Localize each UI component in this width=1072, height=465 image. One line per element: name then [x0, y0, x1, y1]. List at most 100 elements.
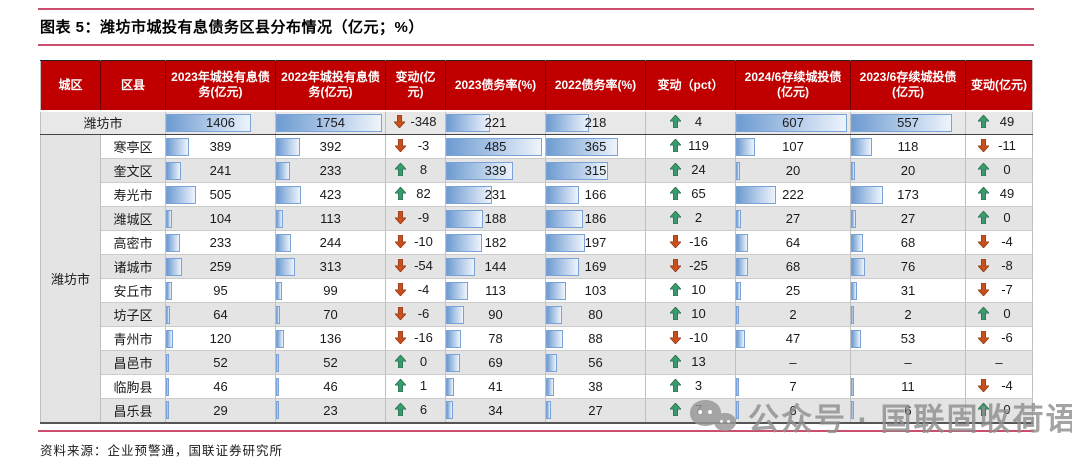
data-bar — [851, 209, 856, 228]
data-bar — [166, 137, 190, 156]
data-bar — [276, 401, 279, 420]
change-cell: 0 — [965, 302, 1033, 327]
district-name-cell: 高密市 — [100, 230, 166, 255]
arrow-up-icon — [669, 163, 681, 176]
data-bar — [736, 401, 739, 420]
district-name-cell: 坊子区 — [100, 302, 166, 327]
value-cell: 6 — [850, 398, 966, 423]
cell-value: 20 — [785, 163, 801, 178]
value-cell: 218 — [545, 110, 646, 135]
cell-value: 2 — [789, 307, 797, 322]
arrow-down-icon — [394, 331, 406, 344]
change-value: -4 — [417, 282, 430, 297]
value-cell: 76 — [850, 254, 966, 279]
value-cell: 186 — [545, 206, 646, 231]
data-bar — [736, 209, 741, 228]
data-bar — [546, 353, 558, 372]
total-row-label: 潍坊市 — [40, 110, 166, 135]
arrow-up-icon — [669, 211, 681, 224]
change-cell: 0 — [385, 350, 446, 375]
change-cell: 82 — [385, 182, 446, 207]
district-row: 诸城市 259 313 -54 144 169 -25 68 76 -8 — [41, 254, 1033, 279]
value-cell: 95 — [165, 278, 276, 303]
change-value: -8 — [1001, 258, 1013, 273]
arrow-up-icon — [978, 402, 989, 416]
value-cell: 2 — [735, 302, 851, 327]
value-cell: 136 — [275, 326, 386, 351]
change-cell: 13 — [645, 350, 736, 375]
cell-value: 221 — [484, 115, 507, 131]
watermark-text: 公众号 · 国联固收荷语 — [748, 402, 1072, 437]
data-bar — [166, 209, 173, 228]
cell-value: 557 — [897, 115, 919, 131]
change-value: 13 — [691, 354, 706, 369]
data-bar — [446, 257, 475, 276]
change-value: 10 — [691, 282, 706, 297]
cell-value: 29 — [213, 402, 228, 418]
change-value: 0 — [1003, 210, 1011, 225]
value-cell: 505 — [165, 182, 276, 207]
data-bar — [446, 401, 453, 420]
value-cell: 11 — [850, 374, 966, 399]
district-row: 潍坊市 寒亭区 389 392 -3 485 365 119 107 118 -11 — [40, 134, 1033, 423]
change-cell: 49 — [965, 110, 1033, 135]
cell-value: 315 — [584, 163, 607, 178]
district-name-cell: 青州市 — [100, 326, 166, 351]
change-cell: -54 — [385, 254, 446, 279]
cell-value: 90 — [488, 307, 503, 322]
cell-value: 166 — [584, 187, 607, 202]
value-cell: 88 — [545, 326, 646, 351]
data-bar — [851, 113, 953, 132]
data-bar — [546, 161, 609, 180]
data-bar — [446, 137, 543, 156]
arrow-down-icon — [669, 331, 681, 344]
data-bar — [736, 329, 745, 348]
arrow-up-icon — [978, 307, 989, 320]
cell-value: 2 — [904, 307, 912, 322]
arrow-up-icon — [394, 355, 406, 368]
source-note: 资料来源：企业预警通，国联证券研究所 — [40, 444, 284, 458]
cell-value: 1406 — [206, 115, 235, 131]
cell-value: 46 — [213, 379, 228, 394]
value-cell: 339 — [445, 158, 546, 183]
change-value: 1 — [419, 378, 428, 393]
data-bar — [166, 113, 251, 132]
data-bar — [276, 281, 282, 300]
change-value: 0 — [1003, 306, 1011, 321]
value-cell: 557 — [850, 110, 966, 135]
cell-value: 103 — [584, 283, 607, 298]
cell-value: 95 — [213, 283, 228, 298]
value-cell: 173 — [850, 182, 966, 207]
value-cell: 166 — [545, 182, 646, 207]
change-cell: 24 — [645, 158, 736, 183]
value-cell: 233 — [165, 230, 276, 255]
arrow-up-icon — [669, 283, 681, 296]
district-row: 临朐县 46 46 1 41 38 3 7 11 -4 — [41, 374, 1033, 399]
cell-value: 52 — [323, 355, 338, 370]
data-bar — [166, 329, 174, 348]
district-name-cell: 寒亭区 — [100, 134, 166, 159]
cell-value: 68 — [785, 259, 801, 274]
data-bar — [736, 281, 741, 300]
data-bar — [851, 281, 857, 300]
data-bar — [851, 257, 865, 276]
value-cell: 197 — [545, 230, 646, 255]
data-bar — [546, 113, 590, 132]
region-cell: 潍坊市 — [40, 134, 101, 423]
cell-value: 78 — [488, 331, 503, 346]
total-row: 潍坊市 1406 1754 -348 221 218 4 607 557 49 — [40, 110, 1033, 135]
value-cell: 241 — [165, 158, 276, 183]
data-bar — [276, 233, 291, 252]
cell-value: 27 — [785, 211, 801, 226]
data-bar — [166, 257, 182, 276]
cell-value: 38 — [588, 379, 603, 394]
arrow-down-icon — [394, 259, 406, 272]
value-cell: 231 — [445, 182, 546, 207]
data-bar — [736, 377, 739, 396]
value-cell: 78 — [445, 326, 546, 351]
cell-value: 20 — [900, 163, 916, 178]
data-bar — [736, 161, 740, 180]
cell-value: 69 — [488, 355, 503, 370]
value-cell: 69 — [445, 350, 546, 375]
data-bar — [276, 113, 382, 132]
